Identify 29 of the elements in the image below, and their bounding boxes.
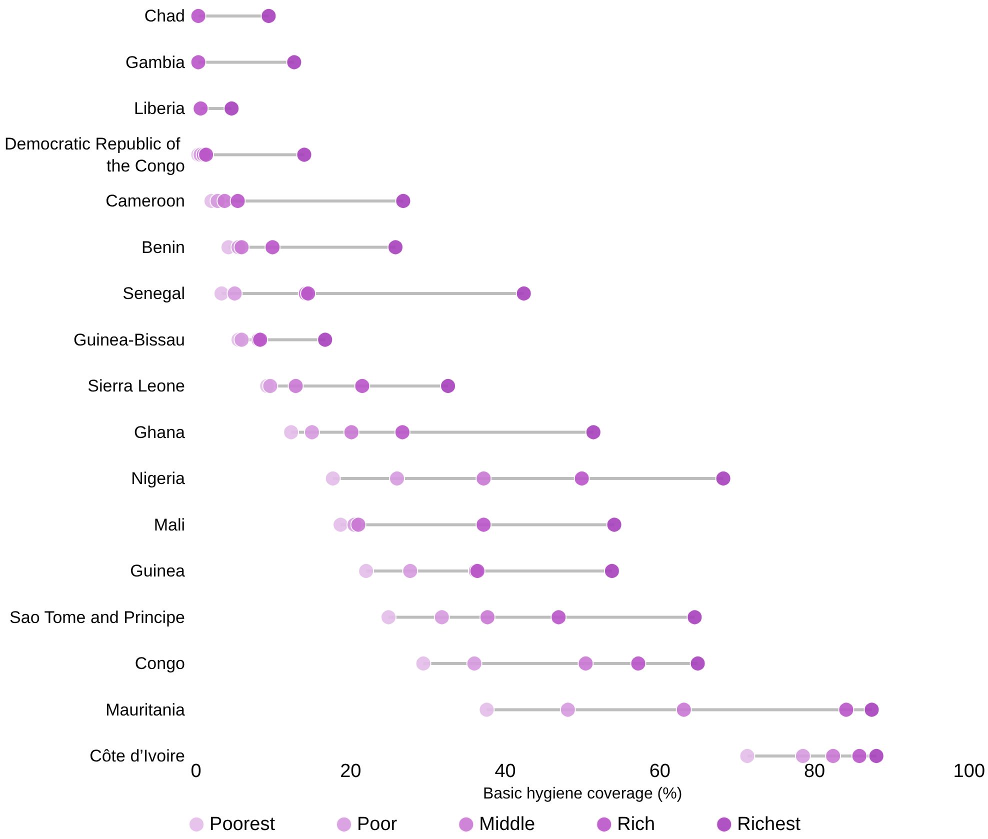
legend-label: Richest: [737, 814, 802, 835]
legend-label: Poorest: [210, 814, 276, 835]
x-tick-label: 60: [649, 761, 670, 782]
legend-label: Middle: [479, 814, 536, 835]
y-tick-label: Sierra Leone: [88, 376, 185, 396]
y-tick-label: Congo: [134, 654, 185, 673]
y-tick-label: Guinea-Bissau: [73, 330, 185, 350]
x-tick-label: 20: [340, 761, 362, 782]
legend-label: Poor: [357, 814, 398, 835]
y-tick-label: Senegal: [122, 284, 185, 303]
x-tick-label: 0: [190, 761, 202, 782]
y-tick-label: Nigeria: [131, 469, 186, 488]
y-tick-label: Democratic Republic of the Congo: [4, 134, 185, 176]
y-tick-label: Cameroon: [106, 192, 185, 210]
y-tick-label: Liberia: [134, 99, 186, 118]
x-axis-title: Basic hygiene coverage (%): [482, 786, 682, 802]
y-tick-label: Sao Tome and Principe: [10, 608, 185, 627]
y-tick-label: Côte d’Ivoire: [90, 746, 185, 766]
y-tick-label: Mali: [154, 515, 185, 534]
legend-label: Rich: [617, 814, 656, 835]
x-tick-label: 100: [953, 761, 985, 782]
y-tick-label: Chad: [144, 6, 185, 26]
y-tick-label: Gambia: [125, 52, 186, 72]
y-tick-label: Ghana: [134, 422, 186, 442]
y-tick-label: Benin: [142, 238, 185, 257]
x-tick-label: 40: [494, 761, 516, 782]
y-tick-label: Guinea: [130, 562, 186, 580]
y-tick-label: Mauritania: [106, 700, 186, 720]
x-tick-label: 80: [804, 761, 826, 782]
